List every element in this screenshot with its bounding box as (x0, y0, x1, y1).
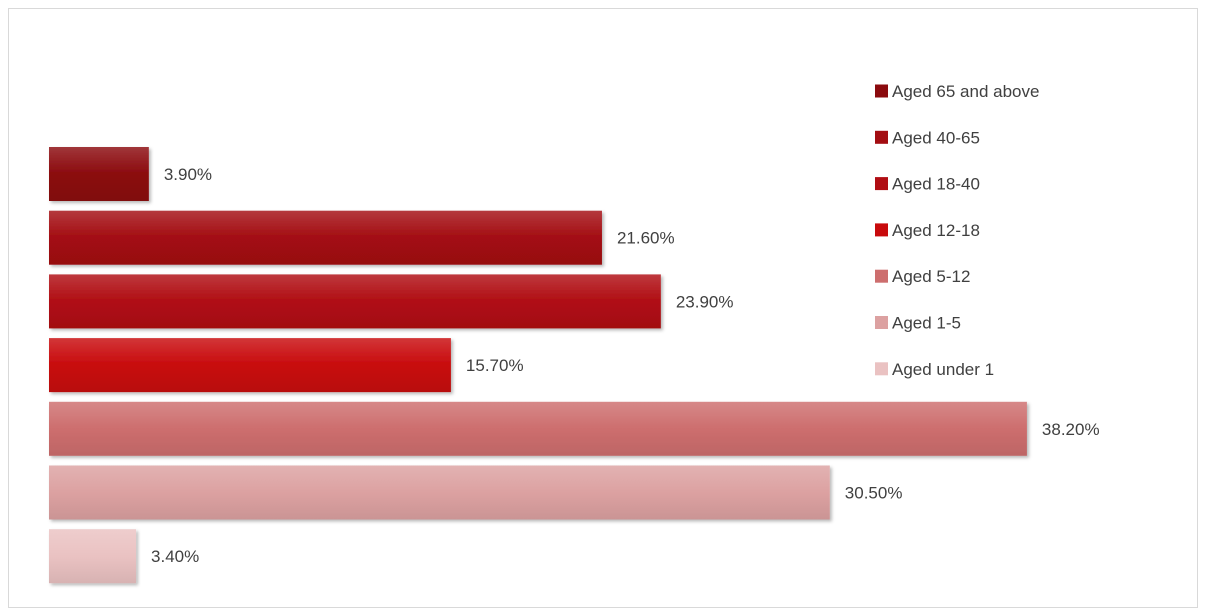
bar-aged-5-12 (49, 401, 1027, 456)
bar-aged-18-40 (49, 274, 661, 329)
bar-aged-under-1 (49, 529, 137, 584)
legend-swatch (875, 223, 888, 237)
bar-aged-12-18 (49, 338, 451, 393)
chart-frame: 3.90% 21.60% 23.90% 15.70% 38.20% 30.50% 3.40%… (8, 8, 1198, 608)
legend-label: Aged 12-18 (892, 221, 980, 240)
bar-aged-1-5 (49, 465, 830, 520)
value-label: 23.90% (676, 292, 734, 311)
legend-swatch (875, 130, 888, 144)
legend-swatch (875, 316, 888, 329)
legend-label: Aged under 1 (892, 360, 994, 379)
value-label: 21.60% (617, 229, 675, 248)
legend-label: Aged 1-5 (892, 314, 961, 333)
bar-aged-65-and-above (49, 147, 149, 201)
legend-swatch (875, 362, 888, 376)
age-distribution-bar-chart: 3.90% 21.60% 23.90% 15.70% 38.20% 30.50% 3.40%… (49, 82, 1100, 584)
legend-swatch (875, 84, 888, 98)
legend-swatch (875, 269, 888, 283)
legend-label: Aged 65 and above (892, 82, 1039, 101)
legend: Aged 65 and above Aged 40-65 Aged 18-40 Age… (875, 82, 1039, 379)
legend-swatch (875, 177, 888, 191)
bar-aged-40-65 (49, 210, 602, 265)
value-label: 3.90% (164, 165, 212, 184)
legend-label: Aged 18-40 (892, 175, 980, 194)
value-label: 15.70% (466, 356, 524, 375)
legend-label: Aged 5-12 (892, 267, 970, 286)
value-labels-layer: 3.90% 21.60% 23.90% 15.70% 38.20% 30.50% 3.40% (151, 165, 1100, 566)
legend-label: Aged 40-65 (892, 128, 980, 147)
value-label: 30.50% (845, 484, 903, 503)
bars-layer (49, 147, 1027, 584)
value-label: 38.20% (1042, 420, 1100, 439)
value-label: 3.40% (151, 547, 199, 566)
